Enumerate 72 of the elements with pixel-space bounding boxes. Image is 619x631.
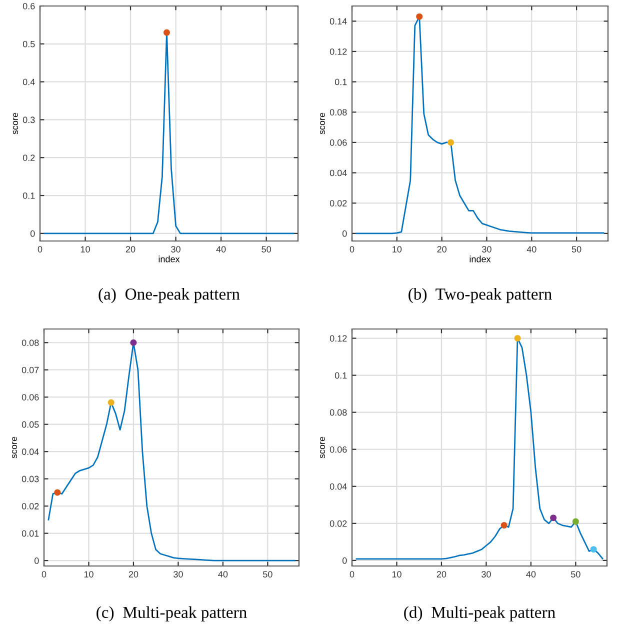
x-tick-label: 40 xyxy=(218,571,228,578)
x-tick-label: 50 xyxy=(572,246,582,252)
y-tick-label: 0.1 xyxy=(334,372,347,379)
y-tick-label: 0.12 xyxy=(330,48,347,55)
y-tick-label: 0.06 xyxy=(330,446,347,453)
x-tick-label: 50 xyxy=(262,246,271,252)
x-tick-label: 50 xyxy=(571,571,580,578)
point xyxy=(130,339,137,346)
y-tick-label: 0.06 xyxy=(330,139,347,146)
y-tick-label: 0.1 xyxy=(22,192,35,199)
x-tick-label: 30 xyxy=(482,571,491,578)
y-tick-label: 0.6 xyxy=(22,2,35,10)
x-axis-title: index xyxy=(158,256,180,262)
y-tick-label: 0.14 xyxy=(330,18,347,25)
y-tick-label: 0.3 xyxy=(22,116,35,124)
x-tick-label: 0 xyxy=(42,571,46,578)
x-tick-label: 30 xyxy=(482,246,492,252)
y-tick-label: 0.05 xyxy=(22,421,39,428)
x-tick-label: 10 xyxy=(392,571,402,578)
y-tick-label: 0.08 xyxy=(330,109,347,116)
y-tick-label: 0.5 xyxy=(22,40,35,48)
x-tick-label: 10 xyxy=(84,571,94,578)
text: (a) One-peak pattern xyxy=(98,288,240,304)
y-tick-label: 0 xyxy=(342,230,347,237)
y-tick-label: 0.2 xyxy=(22,154,35,161)
x-tick-label: 40 xyxy=(526,571,536,578)
point xyxy=(108,399,114,406)
y-axis-title: score xyxy=(12,436,18,458)
x-tick-label: 20 xyxy=(126,246,136,252)
point xyxy=(514,335,521,342)
x-tick-label: 50 xyxy=(263,571,272,578)
x-tick-label: 20 xyxy=(437,246,446,252)
x-tick-label: 30 xyxy=(174,571,183,578)
y-tick-label: 0.02 xyxy=(22,503,39,510)
x-tick-label: 40 xyxy=(526,246,536,252)
y-tick-label: 0.4 xyxy=(22,78,35,86)
x-axis-title: index xyxy=(470,256,491,262)
y-axis-title: score xyxy=(320,112,326,134)
x-tick-label: 0 xyxy=(350,246,354,252)
text: (b) Two-peak pattern xyxy=(408,288,552,304)
x-tick-label: 20 xyxy=(436,571,446,578)
y-tick-label: 0.04 xyxy=(330,483,347,490)
x-tick-label: 10 xyxy=(80,246,90,252)
y-tick-label: 0.04 xyxy=(330,170,347,176)
point xyxy=(54,489,61,496)
y-tick-label: 0.02 xyxy=(330,520,347,527)
y-axis-title: score xyxy=(13,112,18,134)
point xyxy=(550,514,557,522)
y-tick-label: 0.1 xyxy=(334,78,347,86)
x-tick-label: 0 xyxy=(350,571,354,578)
y-tick-label: 0 xyxy=(34,558,39,564)
y-tick-label: 0.08 xyxy=(22,340,39,346)
y-tick-label: 0.08 xyxy=(330,409,347,416)
point xyxy=(572,518,579,525)
point xyxy=(590,546,597,553)
y-tick-label: 0.02 xyxy=(330,200,347,206)
y-tick-label: 0.07 xyxy=(22,366,39,374)
x-tick-label: 30 xyxy=(171,246,180,252)
x-tick-label: 20 xyxy=(128,571,138,578)
y-tick-label: 0 xyxy=(342,557,347,564)
text: (d) Multi-peak pattern xyxy=(404,606,556,622)
y-tick-label: 0.03 xyxy=(22,476,39,482)
y-tick-label: 0.06 xyxy=(22,394,39,400)
y-tick-label: 0.01 xyxy=(22,530,39,537)
x-tick-label: 10 xyxy=(392,246,402,252)
y-tick-label: 0.04 xyxy=(22,448,39,455)
x-tick-label: 40 xyxy=(216,246,226,252)
y-tick-label: 0.12 xyxy=(330,335,347,342)
text: (c) Multi-peak pattern xyxy=(96,606,247,622)
y-tick-label: 0 xyxy=(30,230,35,237)
y-axis-title: score xyxy=(320,436,326,458)
point xyxy=(500,522,508,529)
